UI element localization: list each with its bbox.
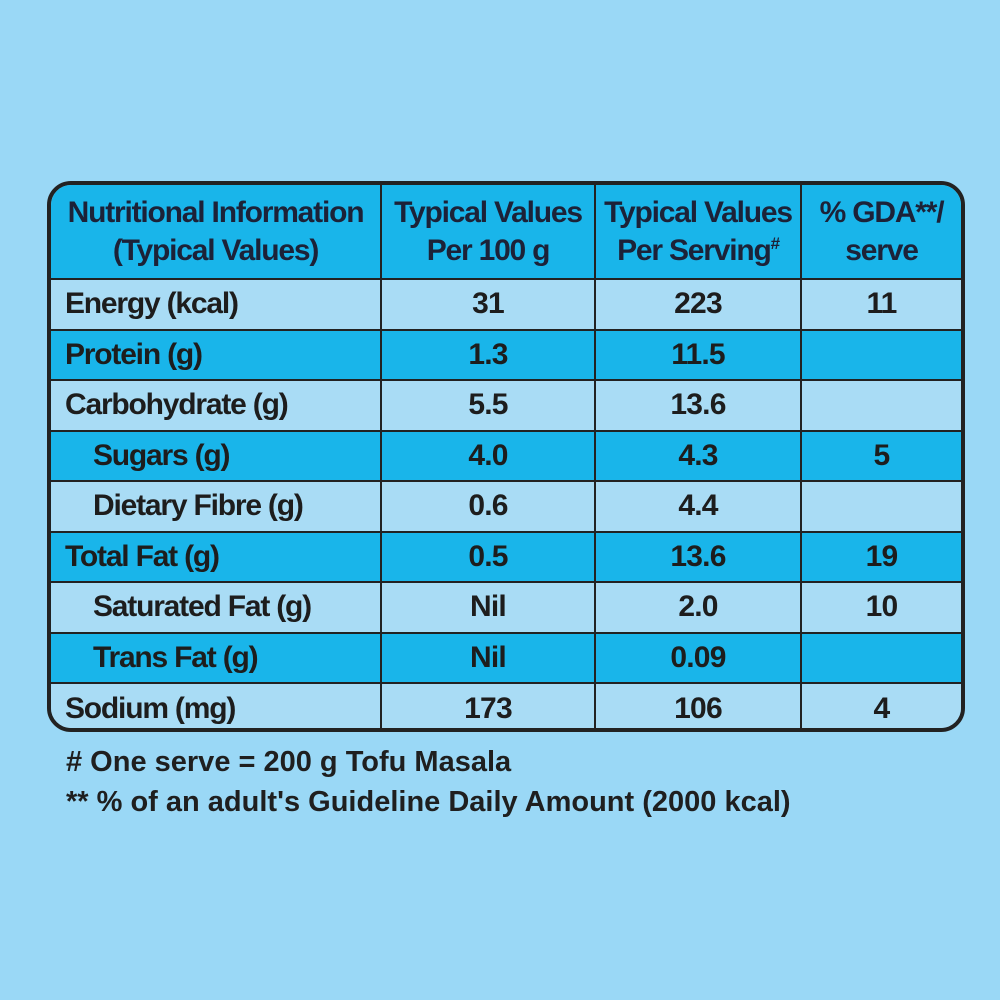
- row-protein: Protein (g) 1.3 11.5: [51, 328, 961, 381]
- footnotes: # One serve = 200 g Tofu Masala ** % of …: [66, 742, 791, 822]
- row-trans-fat: Trans Fat (g) Nil 0.09: [51, 631, 961, 684]
- header-col1-line1: Nutritional Information: [67, 195, 365, 229]
- value-gda: 19: [800, 530, 961, 583]
- value-per-serving: 106: [594, 682, 802, 728]
- value-gda: 10: [800, 581, 961, 634]
- value-per-serving: 0.09: [594, 631, 802, 684]
- value-per-100g: Nil: [380, 631, 596, 684]
- row-sodium: Sodium (mg) 173 106 4: [51, 682, 961, 728]
- value-per-100g: 173: [380, 682, 596, 728]
- row-label: Carbohydrate (g): [51, 379, 382, 432]
- value-gda: 11: [800, 278, 961, 331]
- header-col3-line2: Per Serving: [617, 233, 772, 267]
- value-per-serving: 4.4: [594, 480, 802, 533]
- header-col1-line2: (Typical Values): [112, 233, 320, 267]
- value-per-100g: 4.0: [380, 429, 596, 482]
- value-gda: [800, 328, 961, 381]
- row-label: Saturated Fat (g): [51, 581, 382, 634]
- header-nutritional-information: Nutritional Information (Typical Values): [51, 185, 382, 280]
- header-per-100g: Typical Values Per 100 g: [380, 185, 596, 280]
- row-label: Sugars (g): [51, 429, 382, 482]
- row-dietary-fibre: Dietary Fibre (g) 0.6 4.4: [51, 480, 961, 533]
- row-label: Energy (kcal): [51, 278, 382, 331]
- header-col4-line1: % GDA**/: [819, 195, 945, 229]
- value-per-100g: 31: [380, 278, 596, 331]
- serving-footnote-mark: #: [770, 233, 781, 253]
- header-col3-line2-wrap: Per Serving#: [597, 232, 799, 270]
- value-per-100g: 0.5: [380, 530, 596, 583]
- value-per-serving: 11.5: [594, 328, 802, 381]
- value-per-100g: Nil: [380, 581, 596, 634]
- nutrition-table: Nutritional Information (Typical Values)…: [47, 181, 965, 732]
- nutrition-grid: Nutritional Information (Typical Values)…: [51, 185, 961, 728]
- header-col2-line1: Typical Values: [394, 195, 583, 229]
- header-col2-line2: Per 100 g: [426, 233, 551, 267]
- row-label: Dietary Fibre (g): [51, 480, 382, 533]
- row-sugars: Sugars (g) 4.0 4.3 5: [51, 429, 961, 482]
- footnote-serve: # One serve = 200 g Tofu Masala: [66, 746, 512, 778]
- value-gda: [800, 631, 961, 684]
- row-label: Total Fat (g): [51, 530, 382, 583]
- row-saturated-fat: Saturated Fat (g) Nil 2.0 10: [51, 581, 961, 634]
- value-per-serving: 13.6: [594, 379, 802, 432]
- row-label: Protein (g): [51, 328, 382, 381]
- header-per-serving: Typical Values Per Serving#: [594, 185, 802, 280]
- header-col3-line1: Typical Values: [604, 195, 793, 229]
- value-gda: 4: [800, 682, 961, 728]
- footnote-gda: ** % of an adult's Guideline Daily Amoun…: [66, 786, 791, 818]
- value-per-100g: 5.5: [380, 379, 596, 432]
- value-per-serving: 223: [594, 278, 802, 331]
- row-energy: Energy (kcal) 31 223 11: [51, 278, 961, 331]
- row-total-fat: Total Fat (g) 0.5 13.6 19: [51, 530, 961, 583]
- value-gda: [800, 480, 961, 533]
- value-gda: [800, 379, 961, 432]
- row-label: Sodium (mg): [51, 682, 382, 728]
- value-per-100g: 0.6: [380, 480, 596, 533]
- value-per-serving: 13.6: [594, 530, 802, 583]
- value-per-100g: 1.3: [380, 328, 596, 381]
- row-carbohydrate: Carbohydrate (g) 5.5 13.6: [51, 379, 961, 432]
- header-gda: % GDA**/ serve: [800, 185, 961, 280]
- value-per-serving: 2.0: [594, 581, 802, 634]
- header-col4-line2: serve: [845, 233, 919, 267]
- header-row: Nutritional Information (Typical Values)…: [51, 185, 961, 280]
- value-per-serving: 4.3: [594, 429, 802, 482]
- value-gda: 5: [800, 429, 961, 482]
- row-label: Trans Fat (g): [51, 631, 382, 684]
